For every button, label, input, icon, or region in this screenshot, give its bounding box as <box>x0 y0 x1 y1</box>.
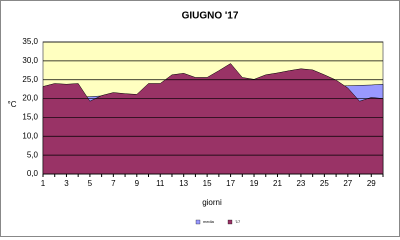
legend-label: media <box>203 219 215 224</box>
x-tick-label: 11 <box>156 179 165 188</box>
x-tick-label: 25 <box>320 179 329 188</box>
x-tick-label: 5 <box>88 179 93 188</box>
x-tick-label: 7 <box>111 179 116 188</box>
x-tick-label: 3 <box>64 179 69 188</box>
x-tick-label: 27 <box>343 179 352 188</box>
legend-swatch <box>195 219 201 225</box>
y-tick-label: 5,0 <box>27 150 39 159</box>
y-tick-label: 35,0 <box>22 37 38 46</box>
y-tick-label: 20,0 <box>22 94 38 103</box>
x-tick-label: 15 <box>203 179 212 188</box>
x-tick-label: 19 <box>250 179 259 188</box>
y-axis-label: °C <box>8 100 17 109</box>
x-tick-label: 1 <box>41 179 46 188</box>
y-tick-label: 30,0 <box>22 56 38 65</box>
x-axis-label: giorni <box>202 198 222 207</box>
x-tick-label: 29 <box>367 179 376 188</box>
y-tick-label: 15,0 <box>22 113 38 122</box>
area <box>42 63 384 175</box>
y-tick-label: 25,0 <box>22 75 38 84</box>
x-tick-label: 21 <box>273 179 282 188</box>
x-tick-label: 23 <box>296 179 305 188</box>
legend-label: '17 <box>235 219 241 224</box>
x-tick-label: 9 <box>135 179 140 188</box>
chart-title: GIUGNO '17 <box>182 11 239 22</box>
x-tick-label: 13 <box>179 179 188 188</box>
y-tick-label: 0,0 <box>27 169 39 178</box>
legend-swatch <box>227 219 233 225</box>
y-tick-label: 10,0 <box>22 131 38 140</box>
x-tick-label: 17 <box>226 179 235 188</box>
